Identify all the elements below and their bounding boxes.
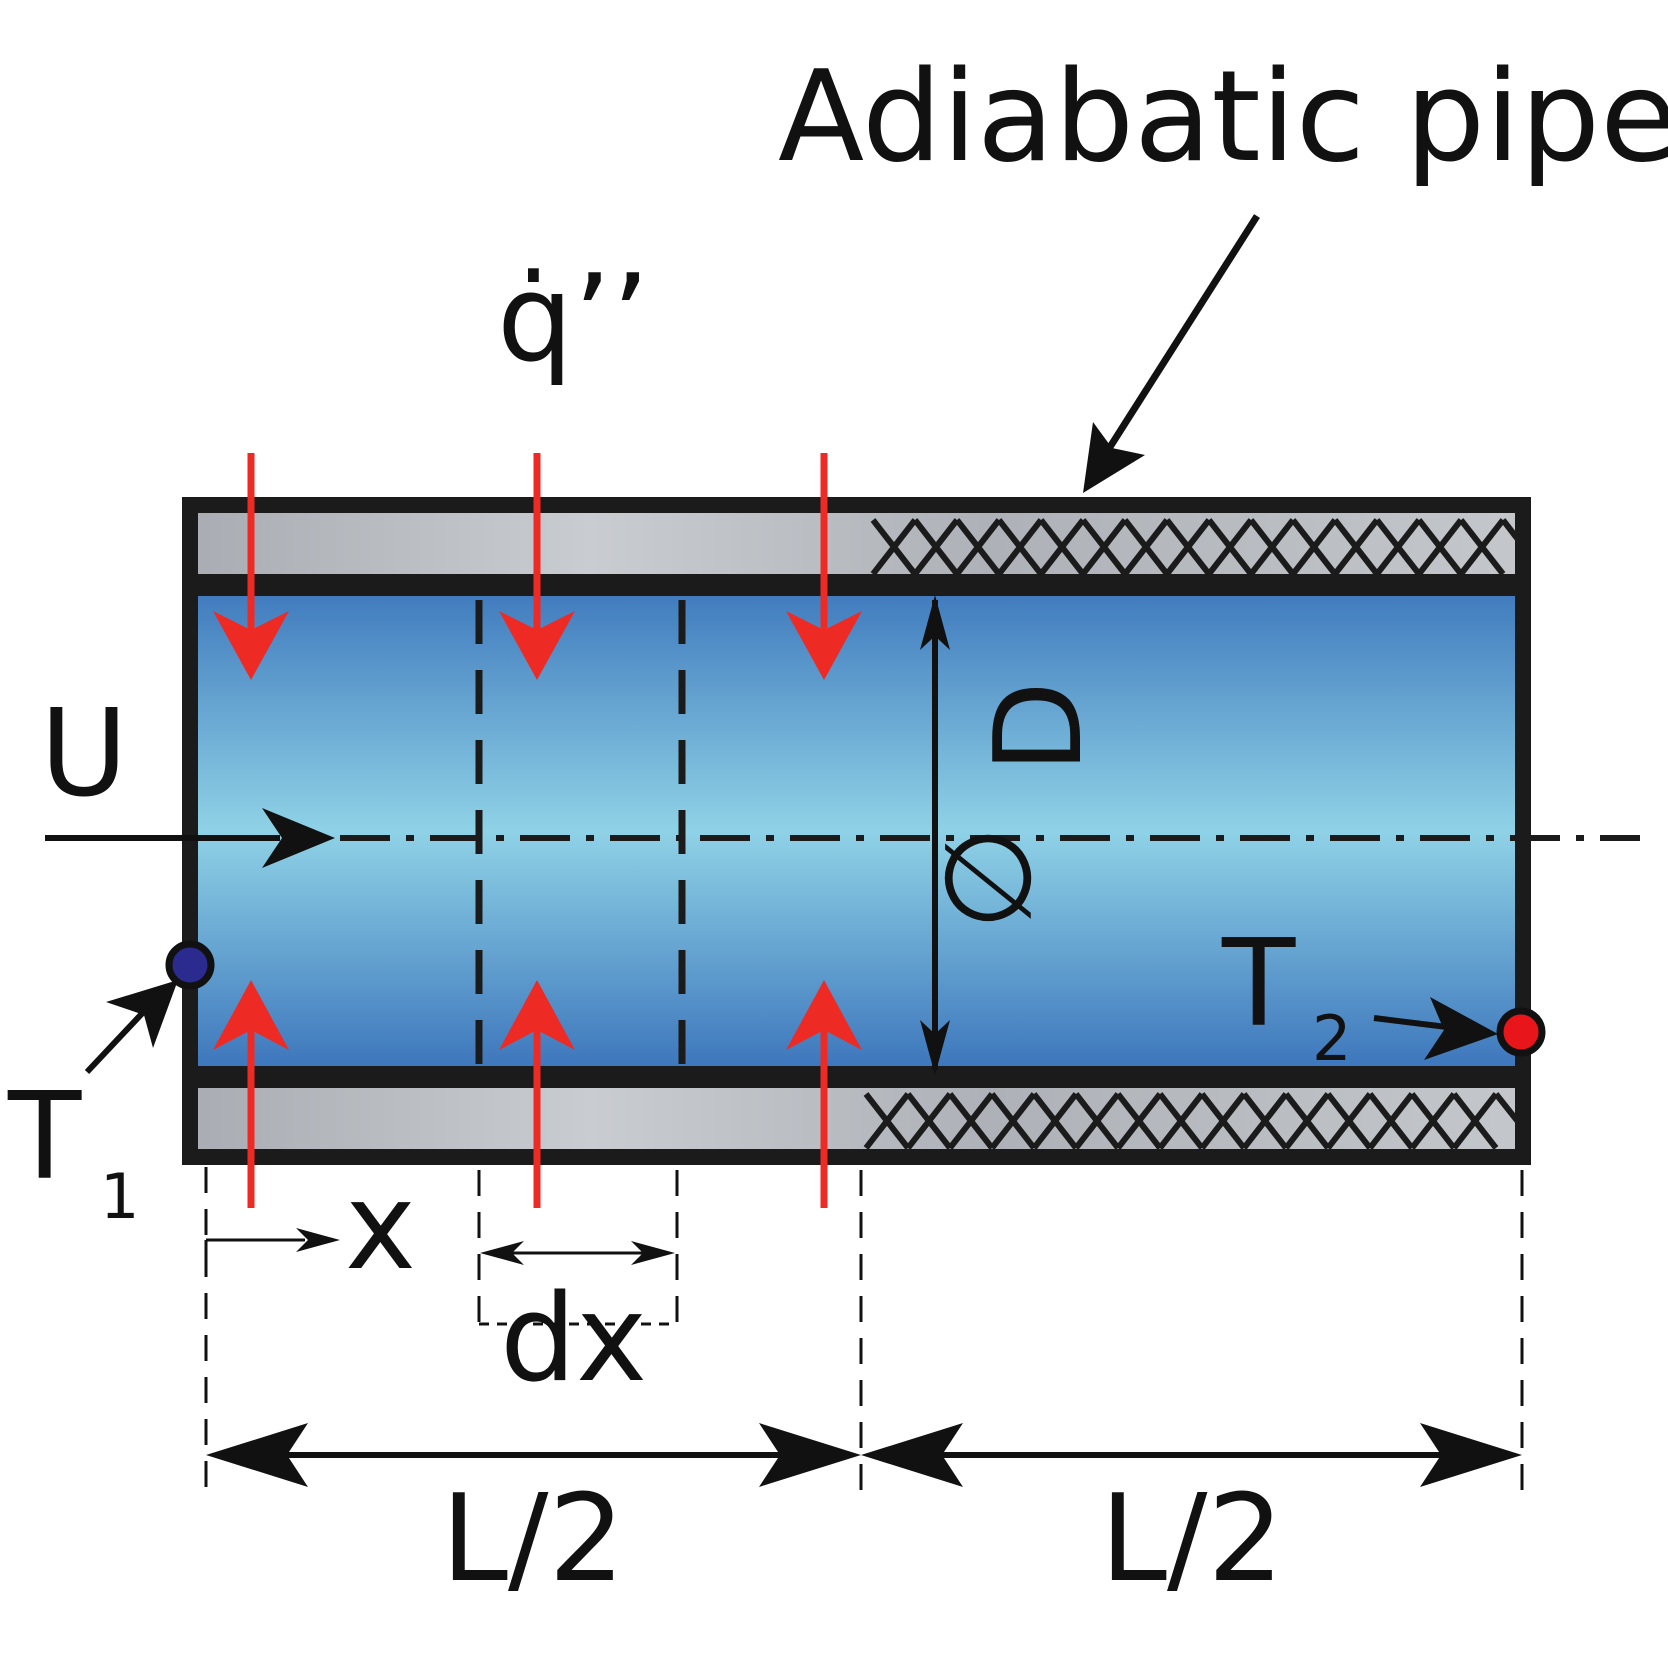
top-wall [182,497,1531,590]
x-arrow [204,1228,340,1268]
fluid-region [182,580,1531,1082]
dx-label: dx [500,1270,647,1409]
pipe-walls [182,497,1531,1165]
velocity-label: U [40,685,128,824]
t1-pointer-arrow [84,980,178,1075]
length-left-label: L/2 [441,1470,625,1609]
heat-flux-arrows-bottom [213,980,862,1208]
outlet-temperature-dot [1496,1007,1546,1057]
x-label: x [345,1158,416,1297]
t1-subscript: 1 [100,1160,139,1233]
heat-flux-arrow [499,453,575,680]
insulation-hatch [863,518,1526,1150]
inlet-temperature-dot [165,940,215,990]
heat-flux-arrow [213,453,289,680]
adiabatic-pointer-arrow [1083,214,1260,493]
heat-flux-arrow [213,980,289,1208]
t2-subscript: 2 [1312,1002,1351,1075]
heat-flux-label: q̇’’ [497,250,649,389]
diameter-symbol: ∅ [920,826,1059,931]
heat-flux-arrows-top [213,453,862,680]
heat-flux-arrow [499,980,575,1208]
heat-flux-arrow [786,453,862,680]
t2-label: T [1221,915,1296,1054]
insulation-hatch-bottom [863,1092,1526,1150]
insulation-hatch-top [870,518,1526,576]
diameter-letter: D [970,681,1109,773]
flow-arrow [45,808,335,868]
diameter-dimension [920,595,950,1075]
heat-flux-arrow [786,980,862,1208]
t2-pointer-arrow [1373,997,1498,1060]
length-right-arrow [861,1423,1522,1487]
length-right-label: L/2 [1100,1470,1284,1609]
t1-label: T [7,1068,82,1207]
adiabatic-pipe-label: Adiabatic pipe [778,43,1668,190]
length-left-arrow [206,1423,861,1487]
bottom-wall [182,1072,1531,1165]
extension-lines [204,1167,1524,1490]
dx-arrow [480,1241,675,1265]
